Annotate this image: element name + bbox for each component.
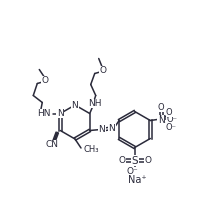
Text: O⁻: O⁻	[166, 115, 177, 124]
Text: O: O	[157, 103, 164, 112]
Text: O: O	[99, 66, 106, 75]
Text: NH: NH	[88, 99, 101, 108]
Text: O: O	[118, 156, 125, 165]
Text: N: N	[57, 109, 63, 118]
Text: Na⁺: Na⁺	[128, 176, 146, 185]
Text: O⁻: O⁻	[165, 123, 176, 132]
Text: N: N	[157, 116, 164, 125]
Text: N: N	[71, 100, 78, 110]
Text: N: N	[108, 124, 115, 133]
Text: S: S	[131, 156, 137, 165]
Text: N: N	[157, 115, 164, 124]
Text: CH₃: CH₃	[84, 146, 99, 154]
Text: O: O	[165, 108, 172, 117]
Text: O: O	[42, 76, 49, 85]
Text: O⁻: O⁻	[126, 167, 138, 176]
Text: CN: CN	[46, 140, 58, 149]
Text: O: O	[144, 156, 150, 165]
Text: HN: HN	[37, 109, 50, 118]
Text: N: N	[98, 125, 105, 134]
Text: +: +	[163, 115, 168, 119]
